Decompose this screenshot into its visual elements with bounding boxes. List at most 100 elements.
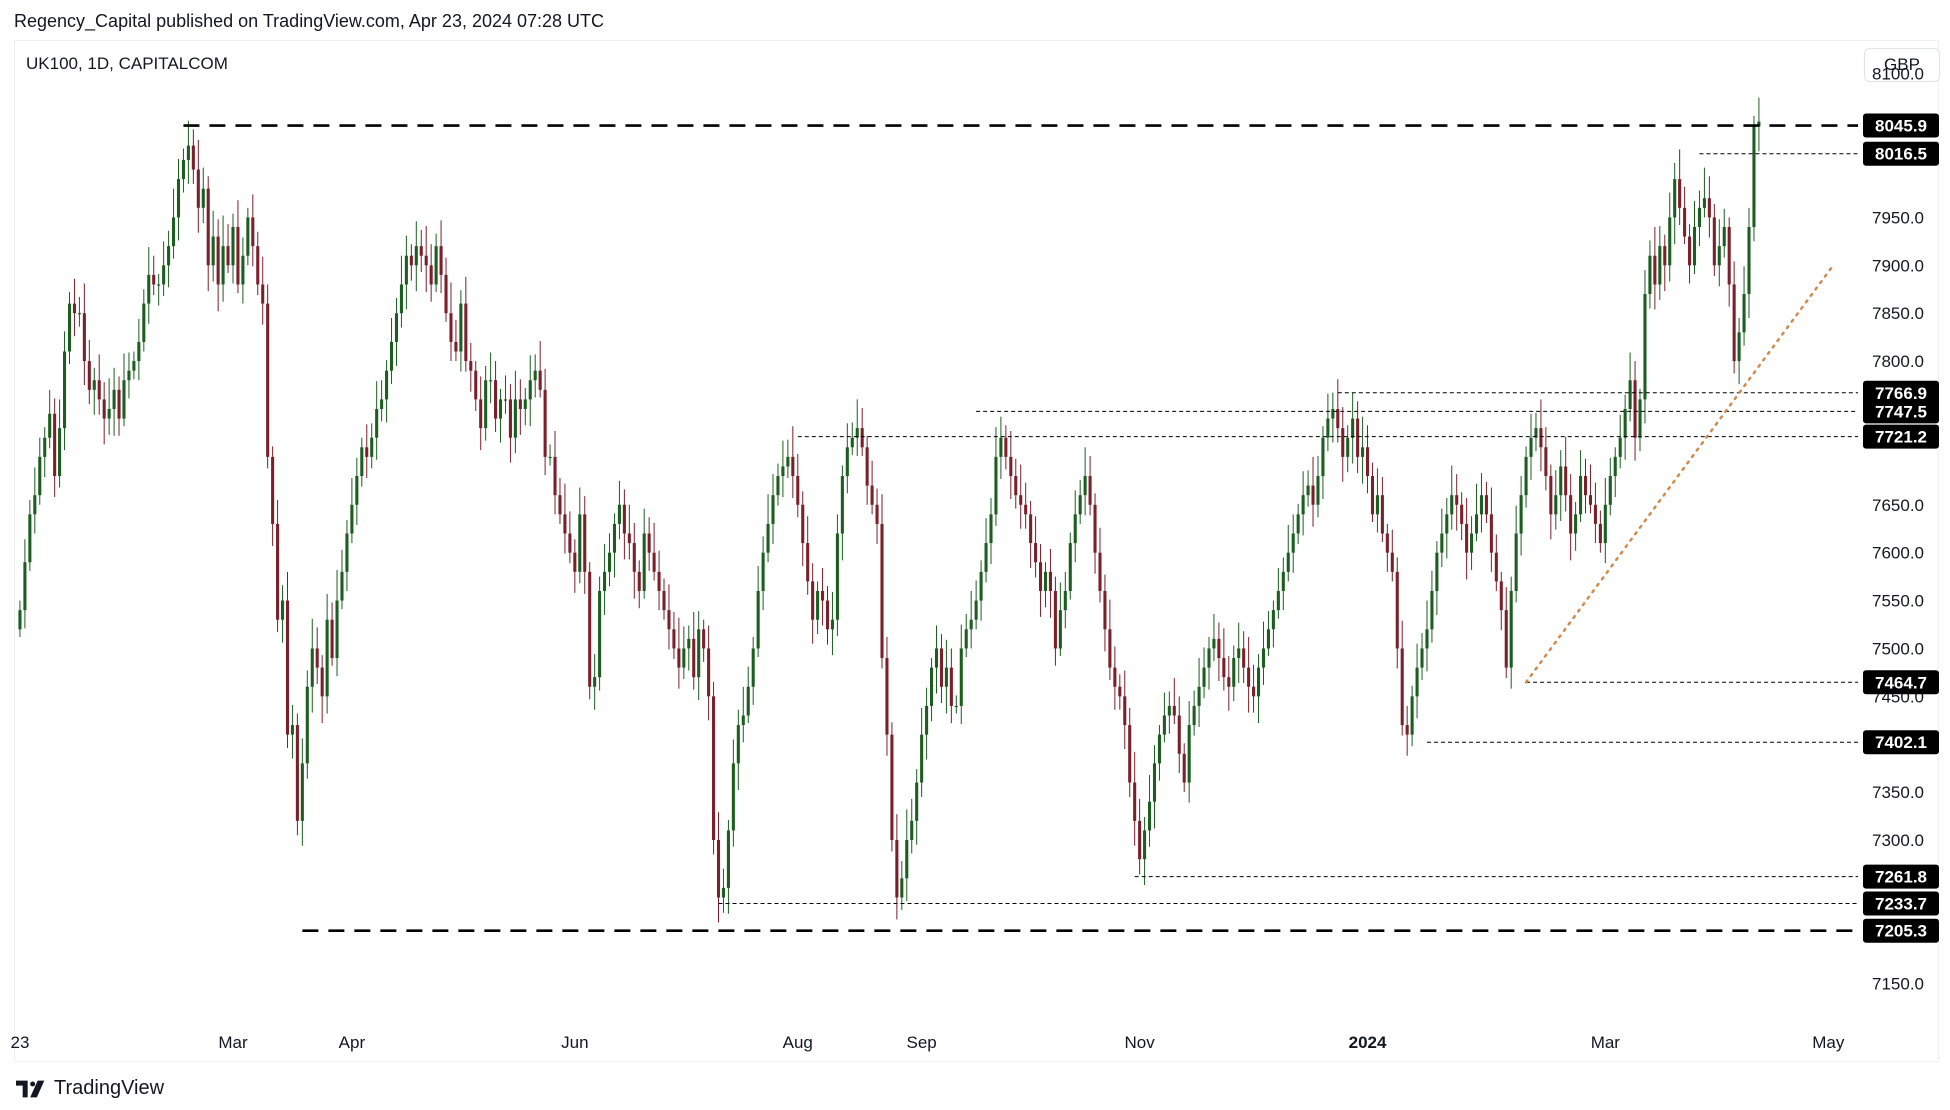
tradingview-brand[interactable]: TradingView (54, 1077, 165, 1099)
candle-body (1286, 552, 1290, 572)
candle-body (1633, 380, 1637, 438)
candle-body (325, 619, 329, 697)
candle-body (930, 667, 934, 706)
candle-body (1370, 476, 1375, 515)
candle-body (1593, 504, 1597, 524)
candle-body (1702, 198, 1706, 208)
level-price-label-bg (1863, 399, 1939, 424)
candle-body (176, 179, 181, 218)
candle-body (503, 399, 508, 401)
candle-body (365, 447, 369, 457)
candle-body (1410, 696, 1414, 735)
x-tick-label: Apr (339, 1033, 366, 1052)
tradingview-logo-icon[interactable] (16, 1079, 46, 1099)
candle-body (692, 638, 696, 678)
candle-body (152, 274, 156, 285)
candle-body (697, 629, 701, 678)
x-tick-label: 2024 (1349, 1033, 1387, 1052)
candle-body (523, 399, 527, 409)
candle-body (1147, 801, 1152, 831)
candle-body (1098, 552, 1102, 591)
candle-body (1722, 226, 1726, 247)
candle-body (1152, 763, 1157, 802)
candle-body (1014, 476, 1018, 496)
candle-body (1683, 207, 1687, 237)
candle-body (256, 246, 260, 285)
candle-body (295, 725, 299, 821)
candle-body (721, 887, 726, 898)
candle-body (954, 705, 958, 708)
candle-body (1737, 332, 1741, 362)
candle-body (424, 255, 428, 266)
candle-body (1598, 523, 1602, 544)
candle-body (1549, 476, 1553, 515)
y-tick-label: 7950.0 (1872, 208, 1924, 227)
candle-body (1638, 399, 1642, 438)
level-price-label-bg (1863, 141, 1939, 166)
candle-body (231, 226, 235, 266)
candle-body (1019, 495, 1023, 505)
candle-body (449, 313, 453, 342)
candle-body (439, 246, 443, 275)
candle-body (82, 313, 86, 362)
candle-body (825, 600, 830, 630)
candle-body (1534, 428, 1538, 438)
candle-body (593, 677, 597, 687)
candle-body (920, 734, 924, 783)
candle-body (726, 830, 730, 888)
candle-body (915, 782, 919, 821)
currency-button[interactable]: GBP (1864, 48, 1940, 82)
candle-body (479, 399, 483, 429)
candle-body (191, 145, 195, 170)
candle-body (1128, 725, 1132, 783)
chart-frame (14, 40, 1939, 1062)
trendline (1524, 264, 1835, 684)
candle-body (92, 380, 96, 390)
candle-body (1484, 495, 1488, 515)
candle-body (53, 413, 57, 477)
symbol-legend[interactable]: UK100, 1D, CAPITALCOM (26, 54, 228, 73)
candle-body (984, 543, 988, 572)
candle-body (320, 667, 324, 697)
candle-body (1390, 552, 1394, 572)
x-tick-label: 23 (10, 1033, 29, 1052)
candle-body (1157, 734, 1161, 764)
candle-body (1222, 658, 1226, 678)
candle-body (360, 447, 364, 477)
candle-body (1123, 696, 1127, 726)
y-tick-label: 7350.0 (1872, 783, 1924, 802)
candle-body (498, 399, 503, 419)
level-price-label-bg (1863, 113, 1939, 138)
candle-body (157, 284, 161, 286)
candle-body (1167, 705, 1171, 716)
candle-body (1004, 437, 1008, 457)
candle-body (355, 476, 359, 505)
candle-body (603, 571, 607, 591)
candle-body (1618, 437, 1622, 457)
candle-body (370, 437, 374, 457)
candle-body (67, 303, 72, 352)
candle-body (409, 255, 413, 266)
candle-body (1108, 629, 1112, 668)
candle-body (910, 820, 914, 841)
candle-body (285, 600, 290, 735)
candle-body (1053, 590, 1057, 649)
candle-body (716, 840, 721, 898)
candle-body (290, 725, 294, 735)
candle-body (513, 399, 517, 438)
candle-body (122, 380, 126, 419)
candle-body (1564, 466, 1568, 496)
candle-body (1133, 782, 1137, 821)
candle-body (300, 763, 304, 821)
candle-body (380, 399, 384, 409)
candle-body (1405, 725, 1409, 735)
candle-body (870, 485, 874, 505)
candle-body (791, 456, 795, 477)
candle-body (1514, 533, 1518, 591)
candle-body (48, 413, 52, 438)
candle-body (1707, 198, 1711, 218)
candle-body (23, 562, 27, 611)
candle-body (72, 303, 76, 314)
candle-body (1034, 543, 1038, 563)
